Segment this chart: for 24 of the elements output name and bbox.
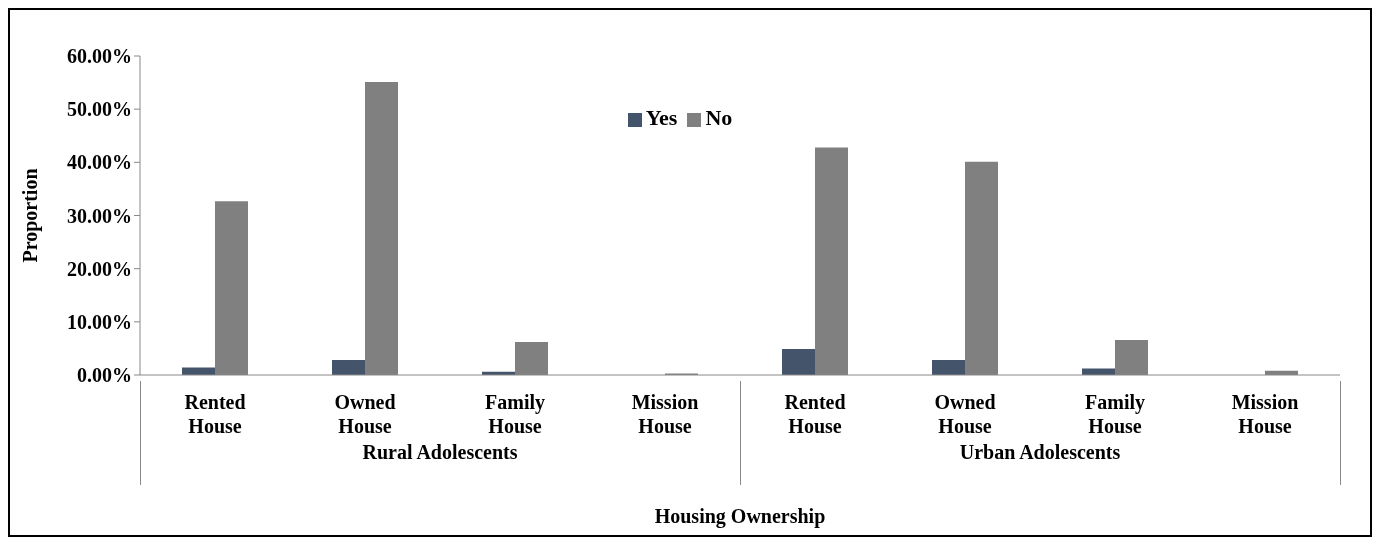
y-tick-label: 20.00% xyxy=(67,257,132,280)
x-tick-label: Family House xyxy=(1085,391,1145,437)
y-axis-title: Proportion xyxy=(19,168,43,263)
bar xyxy=(932,360,965,375)
bar xyxy=(782,348,815,375)
x-tick-label: Rented House xyxy=(184,391,246,437)
x-axis-title: Housing Ownership xyxy=(653,505,827,528)
y-tick-label: 50.00% xyxy=(67,98,132,121)
bar xyxy=(332,360,365,375)
legend-label: Yes xyxy=(645,105,678,130)
x-tick-label: Family House xyxy=(485,391,545,437)
legend-label: No xyxy=(705,105,733,130)
x-tick-label: Rented House xyxy=(784,391,846,437)
y-tick-label: 0.00% xyxy=(77,364,132,387)
y-tick-label: 40.00% xyxy=(67,151,132,174)
text: Rural Adolescents xyxy=(361,441,519,464)
y-tick-label: 30.00% xyxy=(67,204,132,227)
text: Urban Adolescents xyxy=(958,441,1122,464)
y-tick-label: 10.00% xyxy=(67,310,132,333)
y-tick-label: 60.00% xyxy=(67,45,132,68)
x-tick-label: Mission House xyxy=(631,391,699,437)
x-tick-label: Mission House xyxy=(1231,391,1299,437)
x-tick-label: Owned House xyxy=(334,391,396,437)
x-tick-label: Owned House xyxy=(934,391,996,437)
